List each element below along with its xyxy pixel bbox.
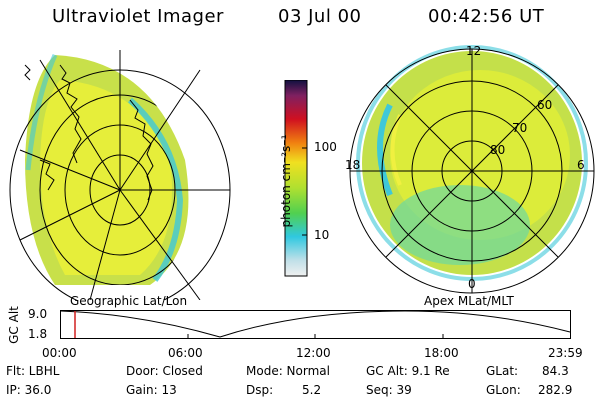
info-mode: Mode: Normal: [246, 364, 330, 378]
apex-polar-panel: [349, 45, 595, 294]
geographic-grid: [9, 50, 231, 300]
lat-label-70: 70: [512, 121, 528, 135]
colorbar: [284, 80, 308, 277]
altitude-ytick-bottom: 1.8: [28, 327, 48, 341]
altitude-ylabel: GC Alt: [7, 306, 21, 344]
mlt-label-12: 12: [466, 44, 482, 58]
polar-grid: [349, 48, 595, 294]
colorbar-tick-100: 100: [314, 140, 337, 154]
lat-label-60: 60: [537, 98, 553, 112]
geographic-image-panel: [9, 50, 231, 300]
lat-label-80: 80: [490, 143, 506, 157]
info-seq: Seq: 39: [366, 383, 412, 397]
colorbar-label: photon cm⁻²s⁻¹: [279, 134, 293, 228]
app-title: Ultraviolet Imager: [52, 6, 224, 27]
altitude-plot: [60, 310, 571, 339]
info-gc-alt: GC Alt: 9.1 Re: [366, 364, 450, 378]
mlt-label-6: 6: [577, 158, 585, 172]
info-glon-value: 282.9: [538, 383, 573, 397]
colorbar-tick-10: 10: [314, 228, 330, 242]
info-ip: IP: 36.0: [6, 383, 52, 397]
mlt-label-18: 18: [345, 158, 361, 172]
info-dsp-value: 5.2: [302, 383, 322, 397]
left-panel-caption: Geographic Lat/Lon: [70, 294, 188, 308]
xtick-1200: 12:00: [296, 346, 331, 360]
info-glon-label: GLon:: [486, 383, 521, 397]
info-gain: Gain: 13: [126, 383, 177, 397]
xtick-2359: 23:59: [548, 346, 583, 360]
altitude-ytick-top: 9.0: [28, 307, 48, 321]
xtick-0000: 00:00: [42, 346, 77, 360]
info-glat-label: GLat:: [486, 364, 519, 378]
time-label: 00:42:56 UT: [428, 6, 545, 27]
info-flt: Flt: LBHL: [6, 364, 60, 378]
coastline-outlines: [24, 64, 154, 201]
info-door: Door: Closed: [126, 364, 203, 378]
xtick-1800: 18:00: [424, 346, 459, 360]
info-dsp-label: Dsp:: [246, 383, 274, 397]
date-label: 03 Jul 00: [278, 6, 362, 27]
info-glat-value: 84.3: [542, 364, 569, 378]
mlt-label-0: 0: [468, 277, 476, 291]
xtick-0600: 06:00: [168, 346, 203, 360]
right-panel-caption: Apex MLat/MLT: [424, 294, 514, 308]
